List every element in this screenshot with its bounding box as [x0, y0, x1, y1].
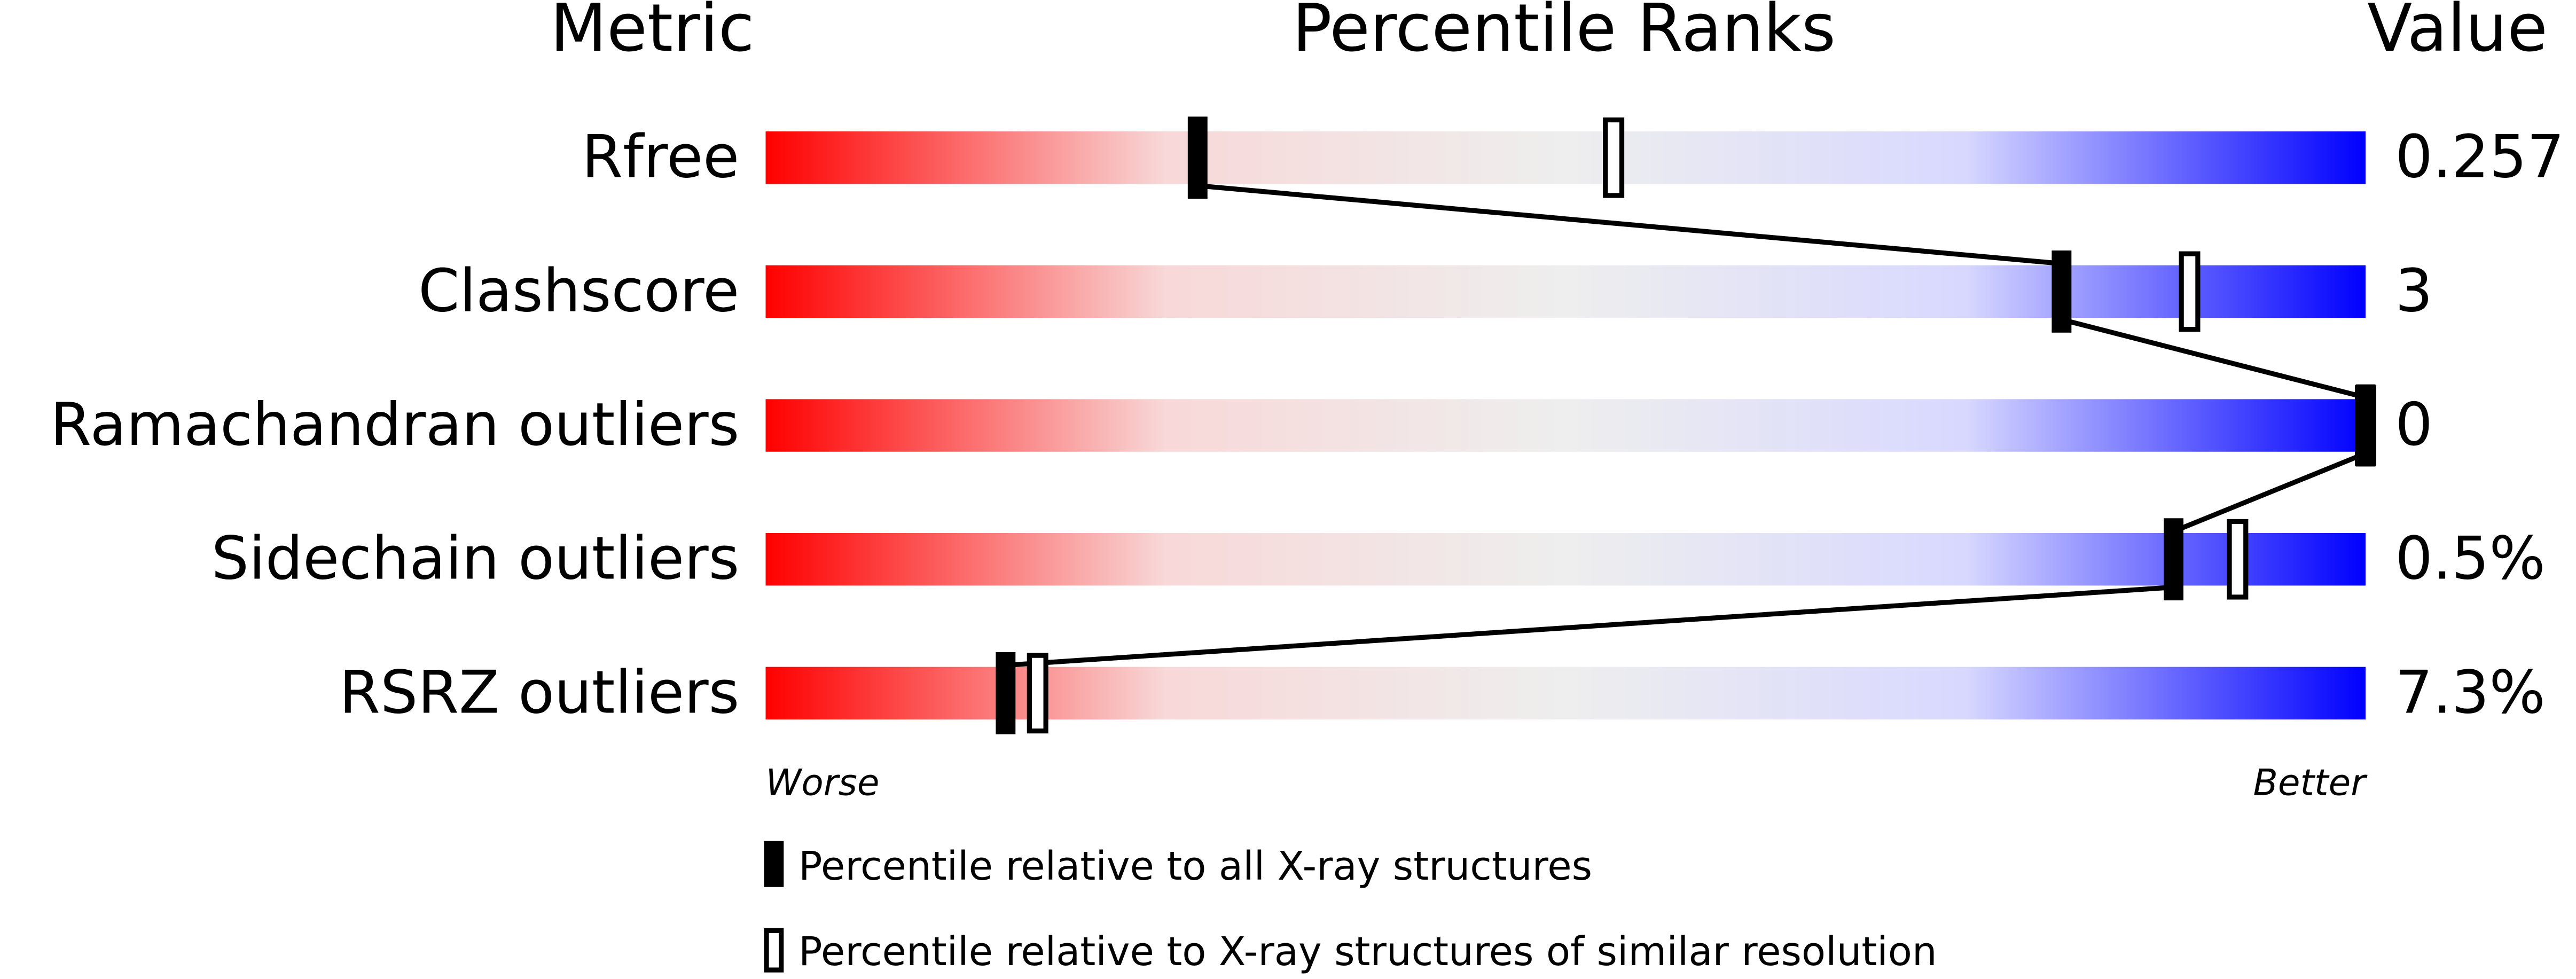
- header-metric: Metric: [550, 0, 754, 67]
- connector-line: [2061, 317, 2367, 400]
- slider-bar: [765, 533, 2366, 586]
- absolute-marker: [996, 652, 1016, 734]
- relative-marker: [1027, 653, 1048, 734]
- metric-label: RSRZ outliers: [339, 658, 739, 727]
- legend-swatch-filled: [764, 841, 784, 887]
- metric-value: 0.5%: [2395, 524, 2545, 593]
- absolute-marker: [2164, 518, 2184, 601]
- absolute-marker: [2355, 384, 2376, 467]
- connector-line: [1197, 183, 2062, 267]
- legend-label: Percentile relative to X-ray structures …: [798, 929, 1937, 975]
- legend-label: Percentile relative to all X-ray structu…: [798, 843, 1592, 889]
- legend-swatch-open: [764, 928, 784, 973]
- header-value: Value: [2367, 0, 2548, 67]
- slider-bar: [765, 265, 2366, 318]
- metric-value: 3: [2395, 256, 2432, 325]
- relative-marker: [1603, 117, 1625, 198]
- metric-label: Sidechain outliers: [212, 524, 740, 593]
- relative-marker: [2179, 251, 2201, 332]
- metric-label: Clashscore: [418, 256, 739, 325]
- metric-value: 0.257: [2395, 123, 2564, 192]
- relative-marker: [2227, 519, 2249, 600]
- absolute-marker: [2052, 250, 2072, 333]
- worse-label: Worse: [765, 762, 879, 804]
- header-percentile: Percentile Ranks: [1292, 0, 1835, 67]
- metric-label: Ramachandran outliers: [50, 390, 739, 459]
- absolute-marker: [1187, 116, 1208, 199]
- metric-value: 7.3%: [2395, 658, 2545, 727]
- better-label: Better: [2253, 762, 2368, 804]
- connector-line: [1005, 584, 2174, 668]
- slider-bar: [765, 399, 2366, 452]
- connector-line: [2172, 451, 2367, 534]
- slider-bar: [765, 131, 2366, 184]
- metric-label: Rfree: [582, 123, 739, 192]
- metric-value: 0: [2395, 390, 2432, 459]
